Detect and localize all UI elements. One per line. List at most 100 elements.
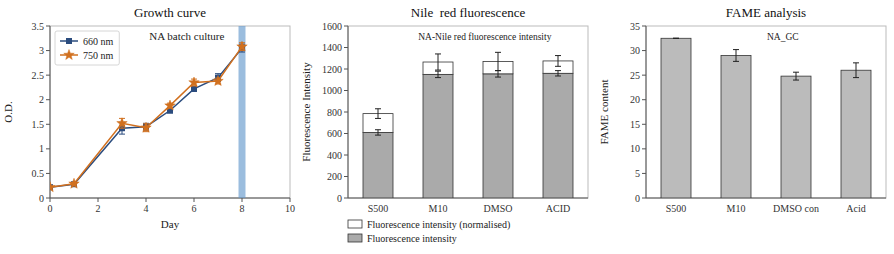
error-bar-stem [796,72,797,80]
x-tick [146,198,147,202]
y-tick-label: 1200 [322,64,342,75]
error-bar-stem [438,71,439,77]
error-bar-cap [673,38,679,39]
y-tick-label: 15 [630,119,640,130]
y-tick-label: 0 [39,193,44,204]
x-tick [98,198,99,202]
y-axis-line [646,26,647,198]
error-bar-cap [555,75,561,76]
legend-marker [66,38,72,44]
x-tick-label: 2 [96,203,101,214]
y-tick [344,47,348,48]
y-tick [46,26,50,27]
error-bar-cap [555,70,561,71]
error-bar-cap [793,72,799,73]
point [50,182,55,192]
point [237,41,247,51]
subtitle: NA-Nile red fluorescence intensity [418,32,551,42]
bar [483,74,513,198]
panel: 00.511.522.533.50246810Growth curveO.D.D… [2,5,295,230]
y-tick [46,50,50,51]
y-tick [344,69,348,70]
legend-label: Fluorescence intensity [367,233,457,244]
y-tick [46,75,50,76]
error-bar-cap [495,77,501,78]
error-bar-cap [495,70,501,71]
y-tick [642,26,646,27]
plot-frame [646,26,886,198]
x-axis-label: Day [161,218,180,230]
y-tick-label: 1.5 [32,119,45,130]
point [213,76,223,86]
point [191,86,197,92]
y-tick-label: 0 [337,193,342,204]
y-tick-label: 1400 [322,42,342,53]
y-tick [642,50,646,51]
y-tick [46,173,50,174]
vertical-line [239,26,246,198]
x-tick-label: 6 [192,203,197,214]
error-bar-stem [736,50,737,62]
y-tick [642,124,646,125]
bar [781,76,811,198]
legend-label: 750 nm [83,50,114,61]
x-tick [242,198,243,202]
x-tick-label: 10 [285,203,295,214]
error-bar-cap [215,73,221,74]
error-bar-cap [555,55,561,56]
plot-area [50,26,247,198]
y-tick-label: 0.5 [32,168,45,179]
y-tick-label: 20 [630,94,640,105]
y-tick-label: 10 [630,143,640,154]
y-tick-label: 3.5 [32,21,45,32]
plot-frame [50,26,290,198]
y-axis-line [50,26,51,198]
y-tick [46,198,50,199]
y-axis-label: O.D. [2,101,14,123]
y-tick-label: 25 [630,70,640,81]
point [189,77,199,87]
error-bar-stem [856,63,857,78]
category-label: ACID [546,203,570,214]
x-tick-label: 4 [144,203,149,214]
bar [661,38,691,198]
y-tick [46,124,50,125]
error-bar-cap [375,118,381,119]
error-bar [555,56,561,67]
bar [543,73,573,198]
error-bar [495,71,501,77]
error-bar [375,109,381,119]
point [141,122,151,132]
series-line [50,47,242,188]
plot-area [661,38,871,198]
y-axis-label: Fluorescence Intensity [300,62,312,162]
error-bar [495,52,501,70]
legend-label: Fluorescence intensity (normalised) [367,219,510,231]
y-tick [344,133,348,134]
bar [423,74,453,198]
error-bar-cap [435,53,441,54]
title: FAME analysis [726,5,806,20]
series-line [50,48,242,187]
category-label: DMSO [484,203,513,214]
plot-area [363,52,573,198]
title: Nile red fluorescence [411,5,526,20]
y-tick-label: 200 [327,171,342,182]
legend-marker [64,50,74,60]
y-tick-label: 0 [635,193,640,204]
panel: 05101520253035S500M10DMSO conAcidFAME an… [598,5,886,214]
y-tick-label: 30 [630,45,640,56]
plot-frame [348,26,588,198]
legend-swatch [348,220,362,228]
error-bar [435,54,441,70]
y-tick [642,148,646,149]
error-bar-cap [673,38,679,39]
y-tick [46,99,50,100]
x-tick [194,198,195,202]
error-bar [673,38,679,39]
legend: Fluorescence intensity (normalised) Fluor… [348,219,510,244]
subtitle: NA batch culture [149,30,224,42]
y-tick-label: 1 [39,143,44,154]
subtitle: NA_GC [767,32,799,42]
legend-label: 660 nm [83,36,114,47]
